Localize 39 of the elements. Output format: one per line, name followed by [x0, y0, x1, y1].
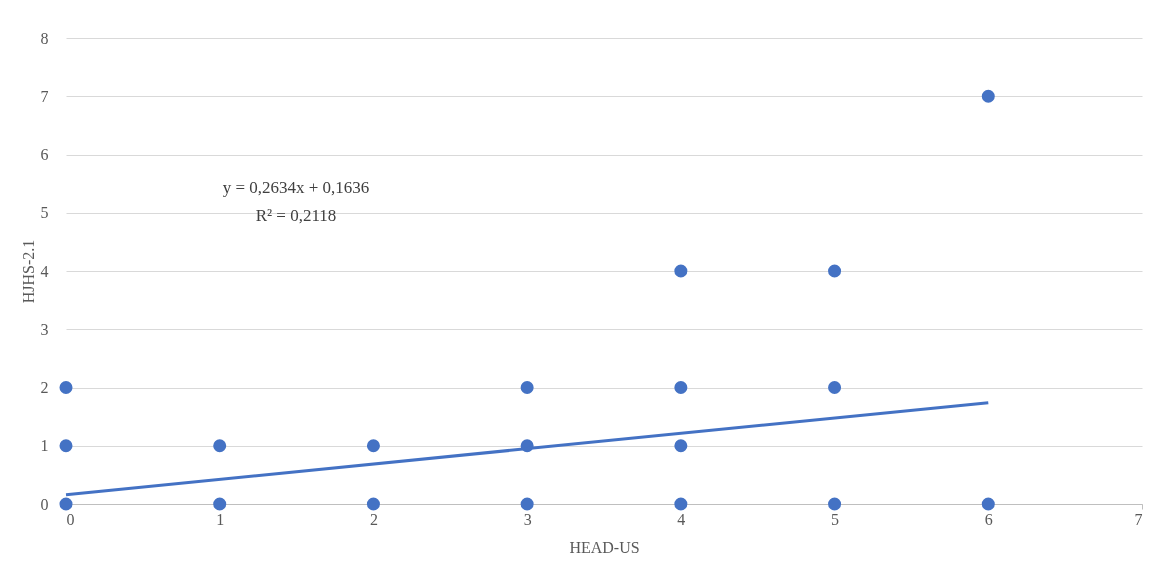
point	[59, 439, 73, 453]
y-tick-label: 3	[40, 320, 49, 338]
point	[59, 380, 73, 395]
x-tick-label: 3	[523, 510, 532, 528]
point	[674, 497, 688, 511]
point	[213, 497, 227, 511]
y-tick-label: 6	[40, 146, 49, 163]
point	[828, 497, 842, 511]
annotation: y = 0,2634x + 0,1636	[222, 178, 370, 197]
y-axis-title: HJHS-2.1	[19, 239, 37, 304]
y-tick-label: 0	[40, 495, 49, 513]
x-tick-label: 0	[66, 510, 75, 528]
point	[674, 439, 688, 453]
y-tick-label: 8	[40, 29, 49, 47]
x-tick-label: 5	[831, 510, 840, 528]
y-tick-label: 1	[40, 437, 49, 455]
point	[981, 497, 995, 511]
y-tick-label: 5	[40, 204, 49, 222]
x-tick-label: 1	[216, 510, 225, 528]
x-tick-label: 7	[1134, 510, 1143, 528]
y-tick-label: 7	[40, 87, 49, 105]
point	[981, 89, 995, 103]
y-tick-label: 4	[40, 262, 49, 280]
point	[674, 380, 688, 395]
point	[213, 439, 227, 453]
point	[520, 380, 534, 395]
point	[828, 264, 842, 278]
point	[828, 380, 842, 395]
x-tick-label: 6	[984, 510, 993, 528]
point	[59, 497, 73, 511]
y-tick-label: 2	[40, 379, 49, 396]
annotation: R² = 0,2118	[255, 206, 337, 225]
point	[674, 264, 688, 278]
x-tick-label: 4	[677, 510, 686, 528]
point	[366, 439, 380, 453]
x-tick-label: 2	[369, 510, 378, 528]
point	[366, 497, 380, 511]
point	[520, 497, 534, 511]
x-axis-title: HEAD-US	[569, 538, 640, 556]
